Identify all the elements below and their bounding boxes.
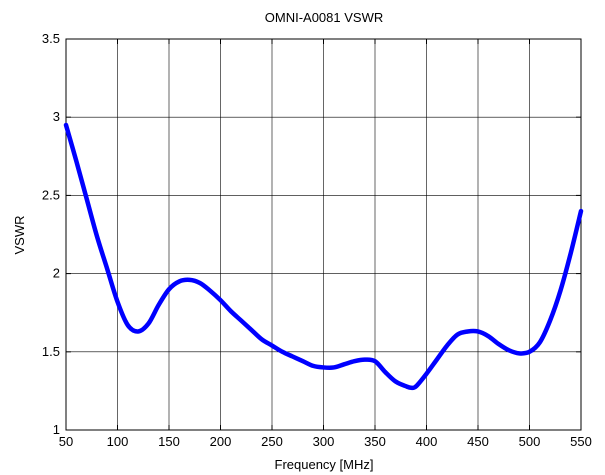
x-tick-label: 300 — [313, 434, 335, 449]
x-tick-label: 450 — [467, 434, 489, 449]
x-tick-label: 50 — [59, 434, 73, 449]
y-tick-label: 1.5 — [42, 344, 60, 359]
y-tick-label: 3.5 — [42, 31, 60, 46]
y-tick-label: 2 — [53, 266, 60, 281]
chart-title: OMNI-A0081 VSWR — [265, 10, 383, 25]
plot-frame — [65, 38, 582, 431]
series-layer — [63, 122, 584, 391]
x-tick-label: 200 — [210, 434, 232, 449]
x-tick-label: 100 — [107, 434, 129, 449]
y-tick-label: 1 — [53, 422, 60, 437]
x-tick-label: 250 — [261, 434, 283, 449]
x-tick-label: 150 — [158, 434, 180, 449]
x-tick-label: 500 — [519, 434, 541, 449]
x-axis-title: Frequency [MHz] — [275, 457, 374, 472]
x-tick-label: 400 — [416, 434, 438, 449]
y-axis-title: VSWR — [12, 216, 27, 255]
y-tick-label: 3 — [53, 109, 60, 124]
y-tick-label: 2.5 — [42, 187, 60, 202]
x-tick-label: 550 — [570, 434, 592, 449]
y-tick-labels: 1 1.5 2 2.5 3 3.5 — [42, 31, 60, 437]
grid — [66, 39, 581, 430]
vswr-series-line — [63, 122, 584, 391]
x-tick-label: 350 — [364, 434, 386, 449]
x-tick-labels: 50 100 150 200 250 300 350 400 450 500 550 — [59, 434, 592, 449]
